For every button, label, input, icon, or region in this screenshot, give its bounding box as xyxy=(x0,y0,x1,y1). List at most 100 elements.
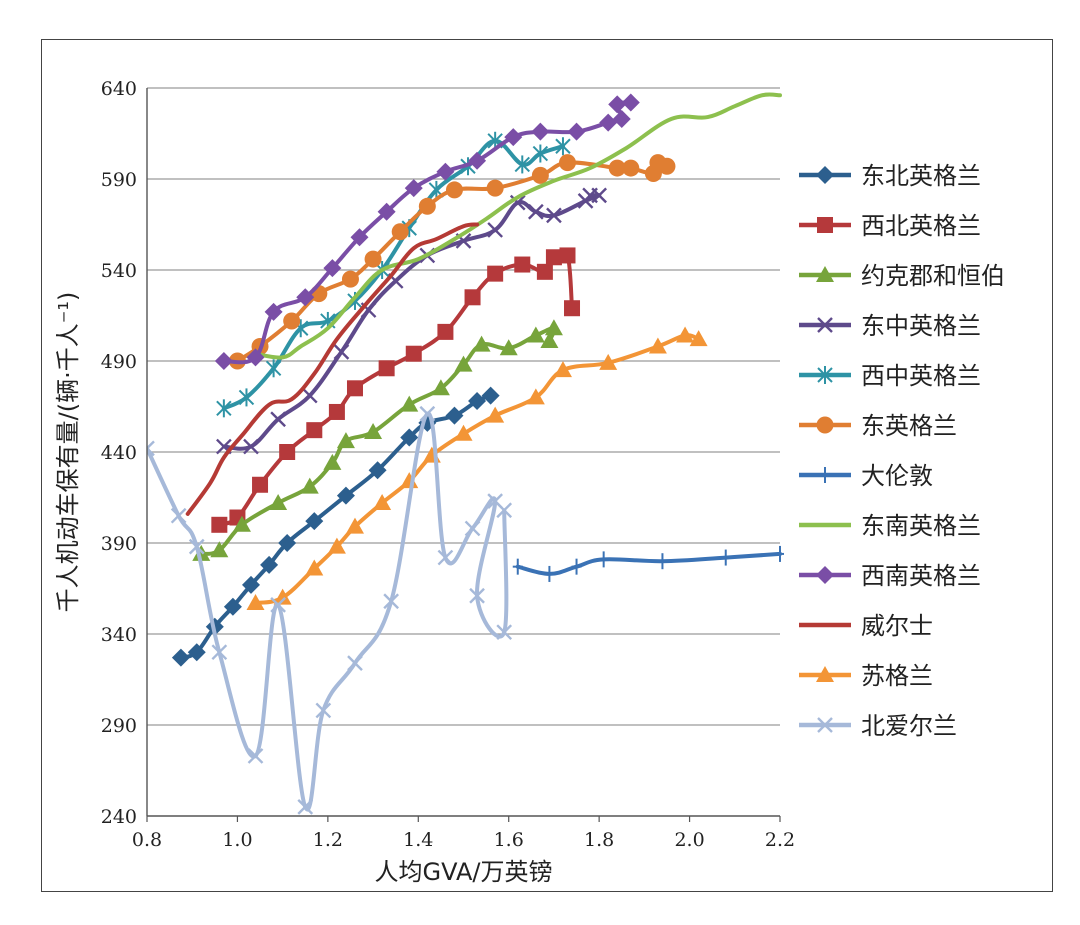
data-point xyxy=(270,411,286,428)
x-tick-label: 0.8 xyxy=(132,829,162,851)
legend-entry: 约克郡和恒伯 xyxy=(799,262,1005,290)
data-point xyxy=(676,326,695,343)
legend-marker xyxy=(816,266,834,282)
legend-entry: 东英格兰 xyxy=(799,412,957,440)
x-tick-label: 2.2 xyxy=(765,829,795,851)
data-point xyxy=(598,551,609,568)
x-axis-title: 人均GVA/万英镑 xyxy=(375,858,553,886)
legend-label: 西中英格兰 xyxy=(861,362,981,390)
data-point xyxy=(567,122,586,141)
data-point xyxy=(555,137,571,156)
data-point xyxy=(400,395,419,412)
x-tick-label: 1.6 xyxy=(494,829,524,851)
data-point xyxy=(622,159,640,177)
data-point xyxy=(469,587,485,604)
data-point xyxy=(499,339,518,356)
data-point xyxy=(418,197,436,215)
series-line xyxy=(185,222,480,516)
data-point xyxy=(487,222,503,238)
legend-entry: 西北英格兰 xyxy=(799,212,981,240)
legend-entry: 东北英格兰 xyxy=(799,162,981,190)
data-point xyxy=(571,558,582,575)
data-point xyxy=(377,202,396,221)
legend-marker xyxy=(817,366,833,384)
data-point xyxy=(223,597,242,616)
data-point xyxy=(264,302,283,321)
data-point xyxy=(336,486,355,505)
data-point xyxy=(216,399,232,418)
series-12 xyxy=(147,405,513,815)
data-point xyxy=(323,453,342,470)
legend-label: 大伦敦 xyxy=(861,462,933,490)
data-point xyxy=(247,748,264,764)
data-point xyxy=(431,379,450,396)
legend-entry: 东南英格兰 xyxy=(799,512,981,540)
legend-marker xyxy=(817,317,833,333)
legend-marker xyxy=(817,717,833,733)
legend-marker xyxy=(816,166,834,184)
legend-label: 约克郡和恒伯 xyxy=(861,262,1005,290)
legend-label: 东英格兰 xyxy=(861,412,957,440)
data-point xyxy=(278,534,297,552)
legend: 东北英格兰西北英格兰约克郡和恒伯东中英格兰西中英格兰东英格兰大伦敦东南英格兰西南… xyxy=(799,162,1005,740)
data-point xyxy=(243,438,259,455)
data-point xyxy=(504,128,523,147)
legend-marker xyxy=(816,666,834,682)
data-point xyxy=(346,380,363,397)
y-tick-label: 390 xyxy=(101,533,137,555)
data-point xyxy=(536,263,553,280)
data-point xyxy=(305,512,324,531)
data-point xyxy=(246,348,265,367)
data-point xyxy=(608,95,627,114)
data-point xyxy=(612,109,631,128)
series-7 xyxy=(512,545,784,582)
data-point xyxy=(383,593,400,610)
data-point xyxy=(279,444,296,460)
data-point xyxy=(211,644,228,661)
data-point xyxy=(564,300,581,317)
data-point xyxy=(283,312,301,330)
data-point xyxy=(246,594,265,611)
data-point xyxy=(269,493,288,510)
data-point xyxy=(170,507,187,524)
data-point xyxy=(464,520,481,537)
data-point xyxy=(621,93,640,112)
legend-label: 北爱尔兰 xyxy=(861,712,957,740)
x-tick-label: 2.0 xyxy=(674,829,704,851)
data-point xyxy=(345,517,364,534)
data-point xyxy=(527,203,544,220)
data-point xyxy=(210,541,229,558)
data-point xyxy=(419,405,436,422)
data-point xyxy=(514,256,531,273)
data-point xyxy=(468,151,487,170)
y-tick-label: 590 xyxy=(101,169,137,191)
data-point xyxy=(649,154,667,172)
data-point xyxy=(315,702,332,719)
chart: 240 290 340 390 440 490 540 590 640 0.8 1.0 1.2 1.4 1… xyxy=(54,78,1005,886)
data-point xyxy=(147,440,155,457)
legend-entry: 大伦敦 xyxy=(799,462,933,490)
series-9 xyxy=(214,93,640,370)
series-11 xyxy=(246,326,708,611)
data-point xyxy=(531,166,549,184)
series-line xyxy=(253,333,701,606)
grid xyxy=(147,87,780,726)
data-point xyxy=(526,388,545,405)
data-point xyxy=(364,422,383,439)
data-point xyxy=(211,516,228,533)
x-tick-label: 1.8 xyxy=(584,829,614,851)
data-point xyxy=(373,493,392,510)
data-point xyxy=(544,565,555,582)
data-point xyxy=(487,265,504,282)
data-point xyxy=(270,597,286,613)
legend-label: 西北英格兰 xyxy=(861,212,981,240)
data-point xyxy=(454,424,473,441)
data-point xyxy=(540,331,559,348)
data-point xyxy=(526,326,545,343)
legend-entry: 西中英格兰 xyxy=(799,362,981,390)
legend-marker xyxy=(816,566,834,584)
data-point xyxy=(558,154,576,172)
data-point xyxy=(481,386,500,405)
data-point xyxy=(545,249,562,266)
data-point xyxy=(323,259,342,278)
